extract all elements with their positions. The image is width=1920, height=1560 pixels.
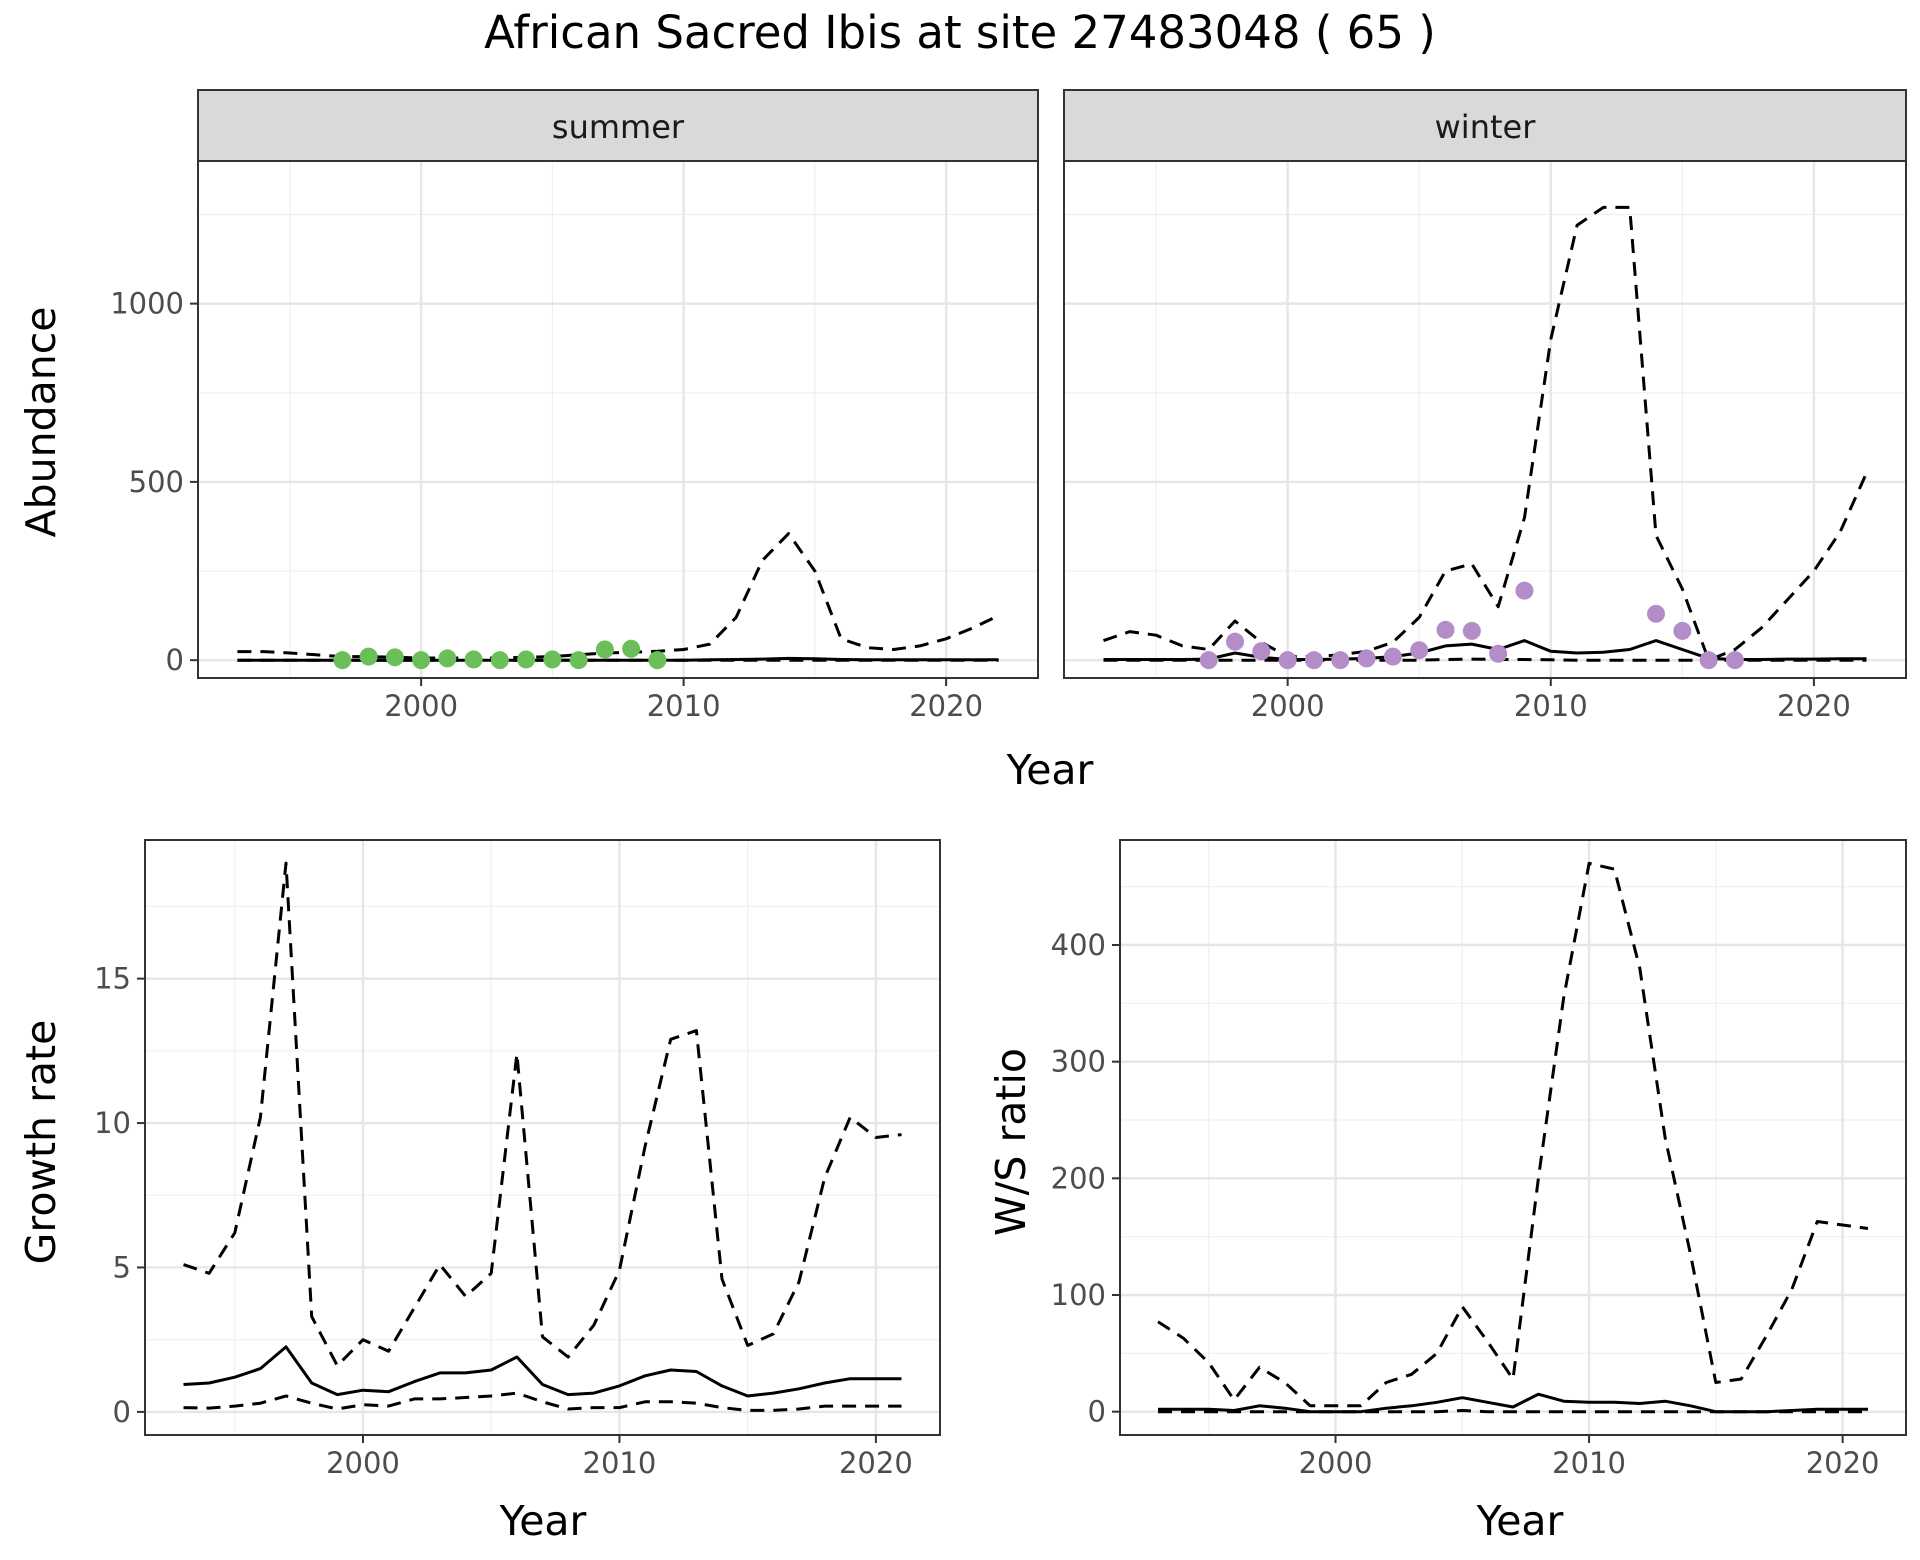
observation-point bbox=[517, 650, 536, 669]
plot-area-growth-rate: 2000 2010 2020 0 5 10 15 bbox=[94, 839, 941, 1480]
series-line-lower bbox=[183, 1391, 902, 1412]
plot-area-summer: 2000 2010 2020 0 500 1000 bbox=[110, 160, 1039, 723]
x-tick-label: 2000 bbox=[384, 689, 458, 723]
y-axis-title-abundance: Abundance bbox=[17, 307, 65, 538]
y-tick-label: 0 bbox=[166, 643, 184, 677]
x-tick-label: 2020 bbox=[1777, 689, 1851, 723]
observation-point bbox=[569, 651, 588, 670]
y-axis-title-ws-ratio: W/S ratio bbox=[987, 1048, 1035, 1236]
panel-border bbox=[1119, 839, 1907, 1436]
y-tick-label: 5 bbox=[113, 1250, 131, 1284]
series-line-lower bbox=[1158, 1409, 1868, 1414]
panel-background bbox=[145, 840, 940, 1435]
series-line-median bbox=[183, 1345, 902, 1398]
panel-background bbox=[1064, 161, 1906, 678]
plot-area-winter: 2000 2010 2020 bbox=[1063, 160, 1907, 723]
x-tick-label: 2020 bbox=[909, 689, 983, 723]
y-tick-label: 10 bbox=[94, 1106, 131, 1140]
x-tick-label: 2010 bbox=[1514, 689, 1588, 723]
observation-point bbox=[385, 648, 404, 667]
observation-point bbox=[1489, 644, 1508, 663]
observation-point bbox=[1410, 641, 1429, 660]
panel-border bbox=[144, 839, 941, 1436]
x-tick-label: 2010 bbox=[1552, 1446, 1626, 1480]
series-line-upper bbox=[183, 861, 902, 1368]
y-tick-label: 200 bbox=[1051, 1161, 1106, 1195]
strip-label-winter: winter bbox=[1435, 108, 1537, 146]
observation-point bbox=[490, 651, 509, 670]
observation-point bbox=[543, 650, 562, 669]
observation-point bbox=[1226, 632, 1245, 651]
x-tick-label: 2000 bbox=[326, 1446, 400, 1480]
observation-point bbox=[1462, 621, 1481, 640]
x-tick-label: 2000 bbox=[1299, 1446, 1373, 1480]
panel-border bbox=[197, 160, 1039, 679]
panel-winter-abundance: winter 2000 2010 2020 bbox=[1063, 89, 1907, 723]
observation-point bbox=[438, 649, 457, 668]
observation-point bbox=[1647, 604, 1666, 623]
y-tick-label: 300 bbox=[1051, 1045, 1106, 1079]
series-line-upper bbox=[1103, 205, 1868, 662]
plot-area-ws-ratio: 2000 2010 2020 0 100 200 300 400 bbox=[1051, 839, 1907, 1480]
x-tick-label: 2020 bbox=[839, 1446, 913, 1480]
panel-summer-abundance: summer 2000 2010 2020 0 500 1000 bbox=[110, 89, 1039, 723]
y-axis-title-growth-rate: Growth rate bbox=[17, 1020, 65, 1265]
observation-point bbox=[1278, 651, 1297, 670]
y-tick-label: 500 bbox=[129, 465, 184, 499]
observation-point bbox=[1304, 651, 1323, 670]
panel-border bbox=[1063, 160, 1907, 679]
series-line-upper bbox=[1157, 861, 1869, 1408]
y-tick-label: 15 bbox=[94, 962, 131, 996]
x-axis-title-ws-ratio: Year bbox=[1476, 1497, 1564, 1545]
strip-summer bbox=[197, 89, 1039, 162]
y-tick-label: 400 bbox=[1051, 928, 1106, 962]
chart-title: African Sacred Ibis at site 27483048 ( 6… bbox=[484, 6, 1436, 59]
observation-point bbox=[648, 651, 667, 670]
y-tick-label: 0 bbox=[1088, 1395, 1106, 1429]
y-tick-label: 0 bbox=[113, 1395, 131, 1429]
observation-point bbox=[1699, 651, 1718, 670]
strip-label-summer: summer bbox=[552, 108, 685, 146]
observation-point bbox=[333, 651, 352, 670]
x-tick-label: 2010 bbox=[647, 689, 721, 723]
observation-point bbox=[595, 640, 614, 659]
observation-point bbox=[1515, 581, 1534, 600]
x-tick-label: 2010 bbox=[583, 1446, 657, 1480]
observation-point bbox=[1357, 649, 1376, 668]
x-axis-title-top: Year bbox=[1006, 746, 1094, 794]
y-tick-label: 1000 bbox=[110, 287, 184, 321]
observation-point bbox=[359, 647, 378, 666]
series-line-lower bbox=[1103, 657, 1867, 662]
x-tick-label: 2000 bbox=[1251, 689, 1325, 723]
observation-point bbox=[1436, 620, 1455, 639]
y-tick-label: 100 bbox=[1051, 1278, 1106, 1312]
observation-point bbox=[1673, 621, 1692, 640]
observation-point bbox=[622, 639, 641, 658]
x-axis-title-growth-rate: Year bbox=[499, 1497, 587, 1545]
panel-background bbox=[1120, 840, 1906, 1435]
observation-point bbox=[1252, 642, 1271, 661]
observation-point bbox=[1383, 647, 1402, 666]
observation-point bbox=[464, 650, 483, 669]
strip-winter bbox=[1063, 89, 1907, 162]
series-line-median bbox=[1158, 1392, 1868, 1414]
panel-background bbox=[198, 161, 1038, 678]
x-tick-label: 2020 bbox=[1806, 1446, 1880, 1480]
observation-point bbox=[1725, 651, 1744, 670]
observation-point bbox=[1199, 651, 1218, 670]
observation-point bbox=[1331, 651, 1350, 670]
observation-point bbox=[412, 651, 431, 670]
